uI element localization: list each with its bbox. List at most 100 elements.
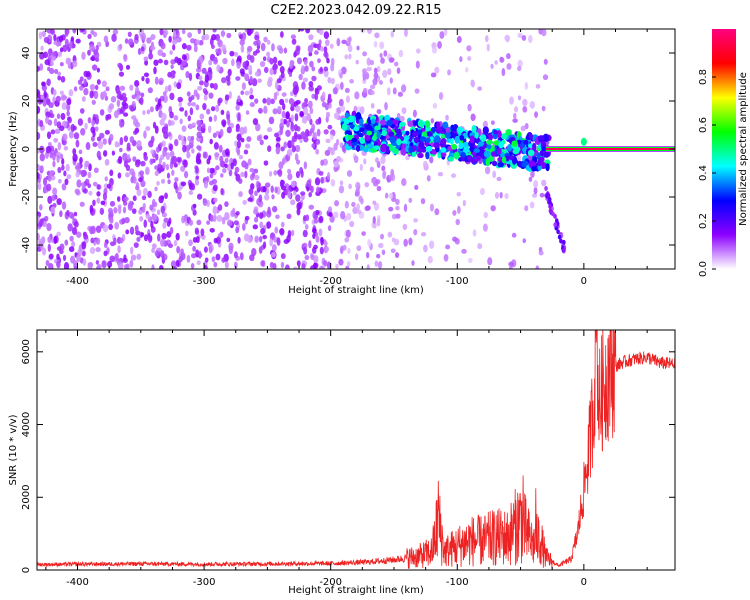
spectrogram-cell xyxy=(364,134,371,141)
spectrogram-cell xyxy=(180,181,187,187)
spectrogram-cell xyxy=(204,257,209,263)
spectrogram-cell xyxy=(276,78,282,84)
spectrogram-cell xyxy=(246,136,252,142)
spectrogram-cell xyxy=(379,52,383,59)
spectrogram-cell xyxy=(366,29,372,34)
spectrogram-cell xyxy=(506,144,513,152)
spectrogram-cell xyxy=(146,37,152,44)
spectrogram-cell xyxy=(240,171,245,178)
spectrogram-cell xyxy=(373,67,378,74)
spectrogram-cell xyxy=(238,178,243,184)
spectrogram-cell xyxy=(160,250,165,259)
spectrogram-cell xyxy=(46,131,52,139)
spectrogram-cell xyxy=(117,261,124,269)
spectrogram-cell xyxy=(373,72,379,80)
spectrogram-cell xyxy=(376,65,381,73)
spectrogram-cell xyxy=(241,82,246,91)
spectrogram-cell xyxy=(127,31,132,38)
spectrogram-cell xyxy=(209,227,215,233)
spectrogram-cell xyxy=(84,122,88,130)
spectrogram-cell xyxy=(195,153,201,163)
spectrogram-cell xyxy=(425,137,431,143)
colorbar-tick-label: 0.0 xyxy=(698,261,709,277)
spectrogram-cell xyxy=(404,29,408,37)
spectrogram-cell xyxy=(200,128,206,134)
x-tick-label: -200 xyxy=(319,276,342,287)
spectrogram-cell xyxy=(274,81,279,90)
spectrogram-cell xyxy=(443,29,448,36)
spectrogram-cell xyxy=(173,181,178,190)
spectrogram-cell xyxy=(206,167,211,174)
spectrogram-cell xyxy=(290,199,296,206)
spectrogram-cell xyxy=(328,211,333,217)
snr-ticks: -400 -300 -200 -100 0 0 2000 4000 6000 xyxy=(21,330,675,588)
spectrogram-cell xyxy=(186,151,191,159)
spectrogram-cell xyxy=(457,205,461,214)
spectrogram-cell xyxy=(150,33,156,40)
colorbar-tick-label: 0.8 xyxy=(698,69,709,85)
spectrogram-cell xyxy=(203,246,208,253)
spectrogram-cell xyxy=(262,186,267,193)
spectrogram-cell xyxy=(87,117,92,124)
spectrogram-cell xyxy=(260,42,266,52)
spectrogram-cell xyxy=(357,132,364,138)
spectrogram-cell xyxy=(263,105,268,114)
spectrogram-cell xyxy=(467,257,473,263)
spectrogram-cell xyxy=(52,187,58,196)
y-tick-label: 4000 xyxy=(21,412,32,437)
spectrogram-cell xyxy=(480,134,487,142)
spectrogram-cell xyxy=(79,85,84,91)
spectrogram-cell xyxy=(226,237,231,243)
spectrogram-cell xyxy=(233,261,238,269)
spectrogram-cell xyxy=(353,105,358,113)
spectrogram-cell xyxy=(232,207,236,216)
spectrogram-cell xyxy=(56,253,60,261)
spectrogram-cell xyxy=(434,135,440,144)
spectrogram-cell xyxy=(48,253,54,260)
spectrogram-cell xyxy=(395,205,400,211)
spectrogram-cell xyxy=(131,94,137,100)
spectrogram-cell xyxy=(87,262,93,269)
spectrogram-cell xyxy=(374,260,379,267)
spectrogram-cell xyxy=(224,94,230,101)
spectrogram-cell xyxy=(388,192,394,199)
spectrogram-cell xyxy=(155,146,160,153)
spectrogram-cell xyxy=(131,208,137,214)
spectrogram-cell xyxy=(92,181,98,187)
spectrogram-cell xyxy=(134,121,141,128)
spectrogram-cell xyxy=(559,238,563,244)
spectrogram-cell xyxy=(143,72,150,78)
spectrogram-cell xyxy=(471,124,477,134)
spectrogram-cell xyxy=(58,249,64,254)
spectrogram-cell xyxy=(215,253,221,261)
snr-x-label: Height of straight line (km) xyxy=(288,585,424,596)
spectrogram-cell xyxy=(224,261,229,269)
spectrogram-cell xyxy=(497,162,504,168)
spectrogram-cell xyxy=(338,185,345,194)
spectrogram-cell xyxy=(37,131,41,141)
spectrogram-cell xyxy=(122,206,127,214)
spectrogram-cell xyxy=(542,74,549,81)
spectrogram-cell xyxy=(348,53,352,60)
spectrogram-cell xyxy=(166,220,171,227)
spectrogram-cell xyxy=(319,265,325,269)
spectrogram-cell xyxy=(132,195,137,202)
spectrogram-cell xyxy=(356,209,362,215)
spectrogram-cell xyxy=(249,254,255,262)
spectrogram-cell xyxy=(271,43,275,52)
spectrogram-cell xyxy=(459,56,463,63)
spectrogram-cell xyxy=(277,60,283,66)
spectrogram-cell xyxy=(335,138,340,146)
spectrogram-cell xyxy=(273,236,278,243)
spectrogram-cell xyxy=(279,126,284,136)
spectrogram-cell xyxy=(236,148,241,156)
spectrogram-cell xyxy=(172,266,178,269)
spectrogram-cell xyxy=(102,138,107,145)
spectrogram-cell xyxy=(249,87,254,95)
spectrogram-cell xyxy=(162,221,167,229)
spectrogram-cell xyxy=(388,131,395,137)
spectrogram-cell xyxy=(375,157,379,164)
spectrogram-cell xyxy=(167,243,174,249)
spectrogram-cell xyxy=(547,199,551,205)
spectrogram-cell xyxy=(158,157,163,165)
